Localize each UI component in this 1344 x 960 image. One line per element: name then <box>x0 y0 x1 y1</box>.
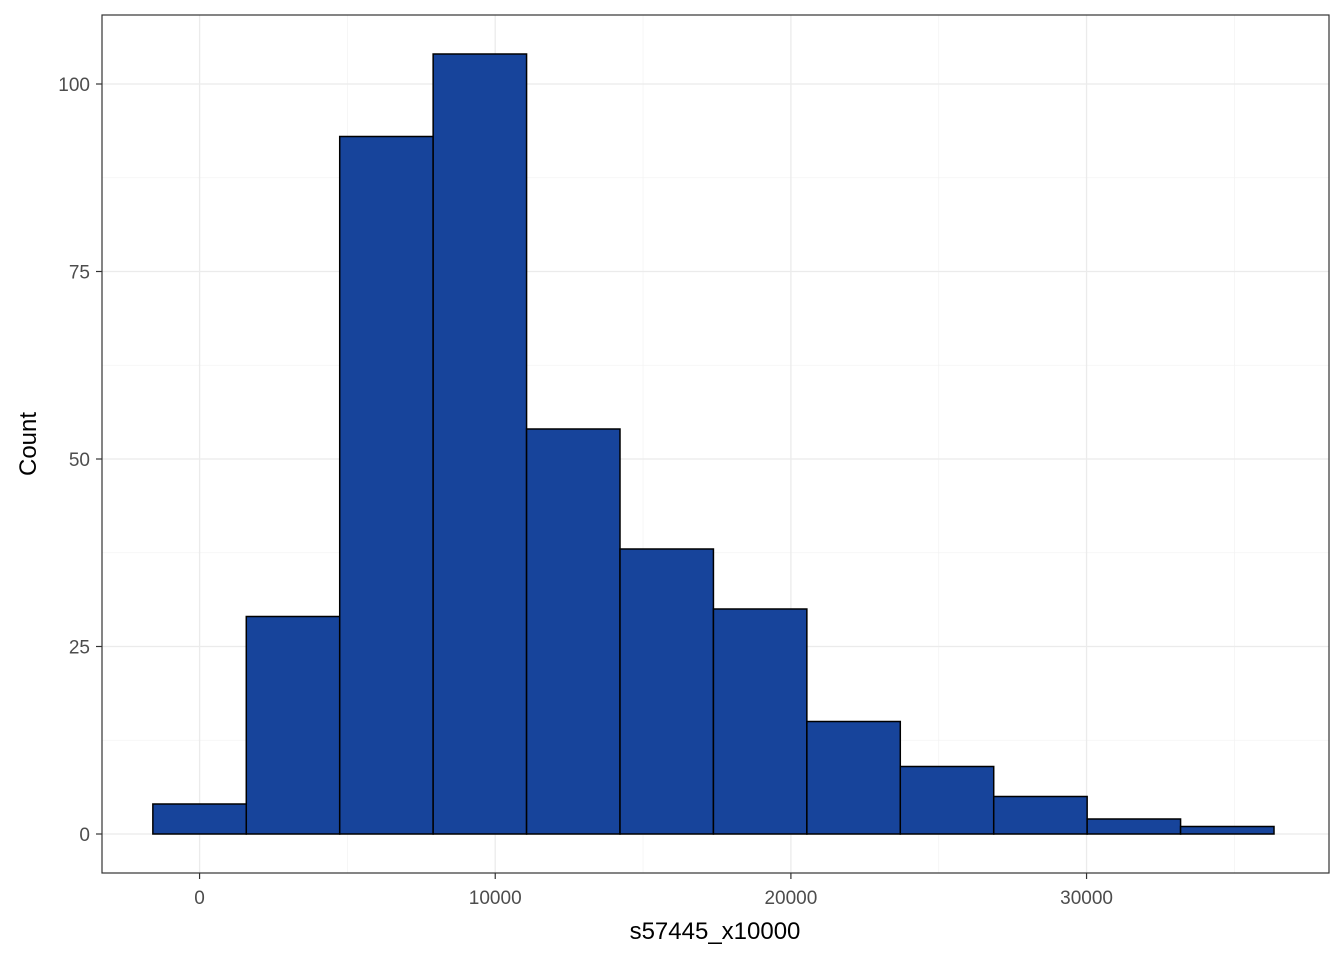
y-tick-label: 25 <box>69 638 90 659</box>
histogram-bars <box>152 53 1275 835</box>
histogram-bar <box>899 765 995 835</box>
histogram-bar <box>806 720 902 835</box>
x-axis-title: s57445_x10000 <box>630 918 801 945</box>
y-tick-label: 75 <box>69 263 90 284</box>
y-axis-title: Count <box>15 412 42 476</box>
histogram-bar <box>992 795 1088 835</box>
panel-border <box>101 14 1330 874</box>
histogram-bar <box>1086 818 1182 835</box>
histogram-bar <box>525 428 621 835</box>
x-tick-label: 30000 <box>1060 888 1113 909</box>
histogram-bar <box>1179 825 1275 835</box>
histogram-bar <box>152 803 248 835</box>
histogram-bar <box>245 615 341 835</box>
histogram-bar <box>619 548 715 835</box>
y-axis-ticks: 0 25 50 75 100 <box>58 75 102 846</box>
y-tick-label: 50 <box>69 450 90 471</box>
y-tick-label: 0 <box>79 825 90 846</box>
x-tick-label: 20000 <box>764 888 817 909</box>
x-tick-label: 10000 <box>469 888 522 909</box>
histogram-bar <box>338 135 434 835</box>
histogram-bar <box>432 53 528 835</box>
y-tick-label: 100 <box>58 75 90 96</box>
x-tick-label: 0 <box>194 888 205 909</box>
x-axis-ticks: 0 10000 20000 30000 <box>194 873 1113 909</box>
histogram-bar <box>712 608 808 835</box>
